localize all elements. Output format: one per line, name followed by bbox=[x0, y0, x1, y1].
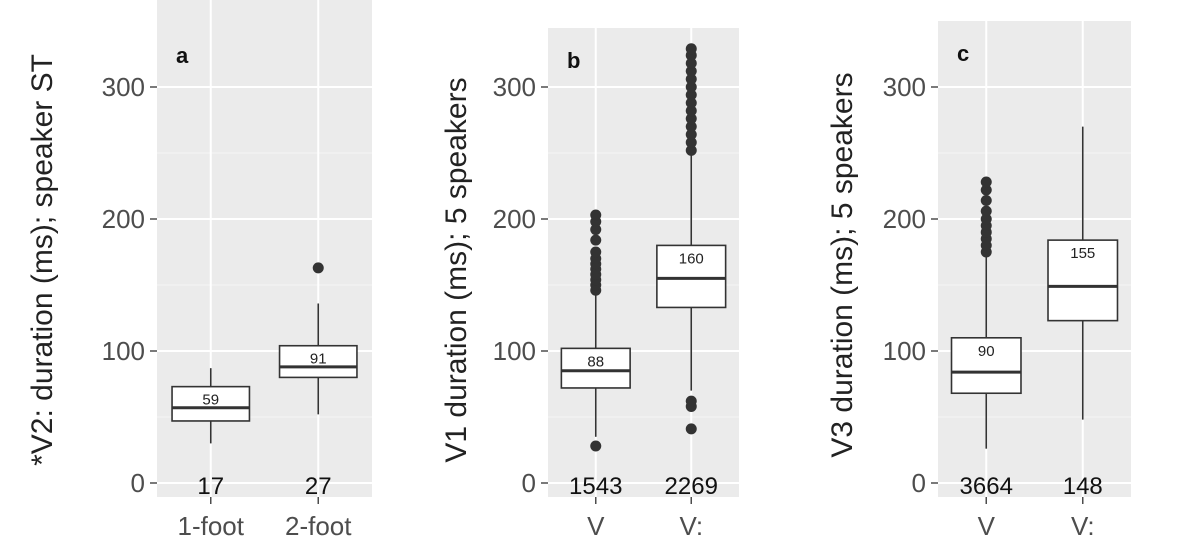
panel-background bbox=[157, 0, 372, 497]
box-V: 90 3664 bbox=[950, 176, 1022, 500]
mean-label: 59 bbox=[202, 392, 219, 409]
outlier-point bbox=[685, 65, 697, 77]
outlier-point bbox=[685, 129, 697, 141]
mean-label: 88 bbox=[587, 353, 604, 370]
outlier-point bbox=[980, 205, 992, 217]
outlier-point bbox=[980, 176, 992, 188]
outlier-point bbox=[685, 97, 697, 109]
count-label: 1543 bbox=[569, 473, 622, 500]
y-tick-label: 300 bbox=[883, 72, 926, 102]
outlier-point bbox=[590, 246, 602, 258]
x-tick-label: 1-foot bbox=[178, 511, 245, 536]
mean-label: 160 bbox=[679, 250, 704, 267]
outlier-point bbox=[590, 209, 602, 221]
iqr-box bbox=[171, 385, 251, 422]
outlier-point bbox=[685, 81, 697, 93]
outlier-point bbox=[590, 440, 602, 452]
y-axis-title: V1 duration (ms); 5 speakers bbox=[440, 77, 473, 462]
y-tick-label: 100 bbox=[102, 336, 145, 366]
iqr-box bbox=[656, 244, 727, 309]
iqr-box bbox=[1047, 239, 1119, 322]
panel-a: 0 100 200 300 59 17 91 27 1-foot 2-foot a *V2: dura… bbox=[26, 0, 372, 536]
y-tick-label: 200 bbox=[883, 204, 926, 234]
x-tick-label: V: bbox=[1071, 511, 1095, 536]
y-tick-label: 300 bbox=[493, 72, 536, 102]
y-tick-label: 0 bbox=[522, 468, 536, 498]
x-tick-label: V bbox=[587, 511, 605, 536]
box-V:: 160 2269 bbox=[656, 43, 727, 500]
outlier-point bbox=[685, 423, 697, 435]
outlier-point bbox=[685, 105, 697, 117]
mean-label: 91 bbox=[310, 351, 327, 368]
panel-label: b bbox=[567, 48, 580, 73]
outlier-point bbox=[980, 184, 992, 196]
y-tick-label: 0 bbox=[912, 468, 926, 498]
iqr-box bbox=[560, 347, 631, 389]
count-label: 148 bbox=[1063, 473, 1103, 500]
x-tick-label: V bbox=[978, 511, 996, 536]
outlier-point bbox=[685, 136, 697, 148]
outlier-point bbox=[685, 113, 697, 125]
mean-label: 155 bbox=[1070, 245, 1095, 262]
count-label: 2269 bbox=[665, 473, 718, 500]
outlier-point bbox=[312, 262, 324, 274]
mean-label: 90 bbox=[978, 343, 995, 360]
y-tick-label: 300 bbox=[102, 72, 145, 102]
outlier-point bbox=[685, 395, 697, 407]
count-label: 3664 bbox=[960, 473, 1013, 500]
box-1-foot: 59 17 bbox=[171, 368, 251, 500]
outlier-point bbox=[685, 144, 697, 156]
outlier-point bbox=[685, 121, 697, 133]
outlier-point bbox=[590, 234, 602, 246]
outlier-point bbox=[685, 73, 697, 85]
y-axis-title: *V2: duration (ms); speaker ST bbox=[26, 54, 59, 466]
y-axis-title: V3 duration (ms); 5 speakers bbox=[826, 72, 859, 457]
box-V:: 155 148 bbox=[1047, 126, 1119, 500]
x-tick-label: V: bbox=[679, 511, 703, 536]
count-label: 17 bbox=[197, 473, 224, 500]
panel-b: 0 100 200 300 88 1543 160 2269 V V: b V1 duration (… bbox=[440, 28, 739, 536]
y-tick-label: 0 bbox=[131, 468, 145, 498]
box-2-foot: 91 27 bbox=[278, 262, 358, 500]
iqr-box bbox=[950, 336, 1022, 395]
panel-label: c bbox=[957, 41, 969, 66]
box-V: 88 1543 bbox=[560, 209, 631, 500]
outlier-point bbox=[685, 89, 697, 101]
panel-label: a bbox=[176, 43, 189, 68]
y-tick-label: 100 bbox=[883, 336, 926, 366]
iqr-box bbox=[278, 344, 358, 379]
outlier-point bbox=[980, 195, 992, 207]
outlier-point bbox=[685, 43, 697, 55]
panel-c: 0 100 200 300 90 3664 155 148 V V: c V3 duration (m… bbox=[826, 21, 1131, 536]
y-tick-label: 100 bbox=[493, 336, 536, 366]
count-label: 27 bbox=[305, 473, 332, 500]
outlier-point bbox=[980, 213, 992, 225]
y-tick-label: 200 bbox=[493, 204, 536, 234]
y-tick-label: 200 bbox=[102, 204, 145, 234]
outlier-point bbox=[685, 57, 697, 69]
x-tick-label: 2-foot bbox=[285, 511, 352, 536]
outlier-point bbox=[590, 224, 602, 236]
